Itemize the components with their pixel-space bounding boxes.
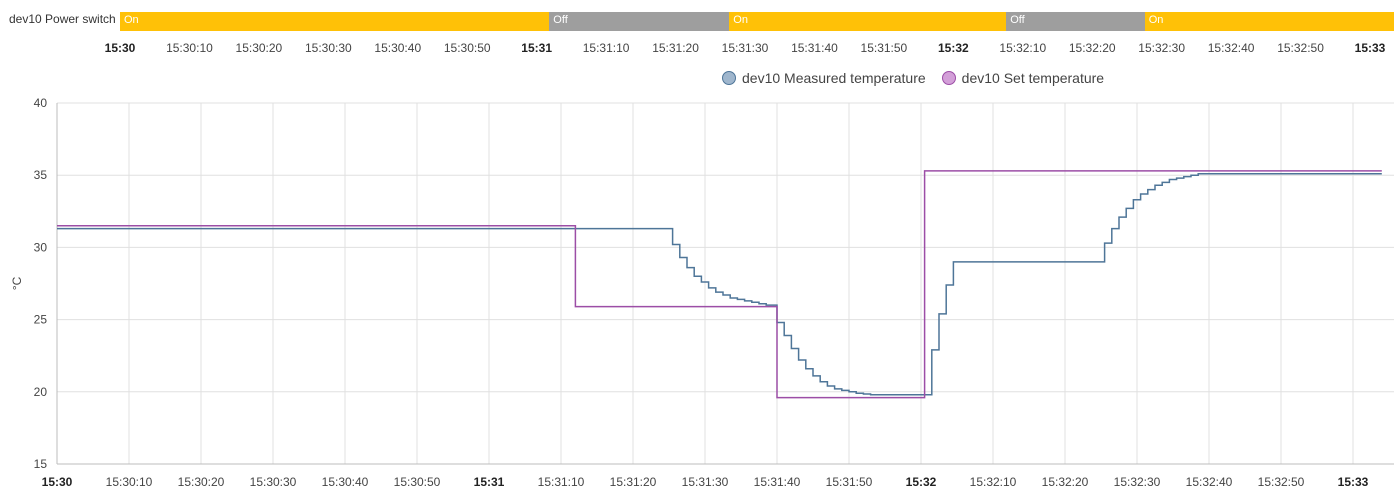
timeline-tick-label: 15:31:10 — [582, 41, 630, 55]
x-tick-label: 15:31:30 — [682, 475, 729, 489]
timeline-tick-label: 15:30 — [104, 41, 136, 55]
x-tick-label: 15:31:40 — [754, 475, 801, 489]
x-tick-label: 15:30:20 — [178, 475, 225, 489]
legend-label-measured: dev10 Measured temperature — [742, 70, 926, 86]
y-tick-label: 40 — [34, 96, 48, 110]
timeline-tick-label: 15:31:50 — [860, 41, 908, 55]
timeline-tick-label: 15:30:30 — [304, 41, 352, 55]
chart-grid — [56, 102, 1394, 465]
x-tick-label: 15:30:30 — [250, 475, 297, 489]
y-tick-label: 35 — [34, 168, 48, 182]
x-tick-label: 15:30 — [42, 475, 73, 489]
x-tick-label: 15:32:50 — [1258, 475, 1305, 489]
timeline-tick-label: 15:32:50 — [1277, 41, 1324, 55]
timeline-tick-label: 15:32:40 — [1207, 41, 1255, 55]
timeline-tick-label: 15:30:50 — [443, 41, 491, 55]
x-tick-label: 15:31:10 — [538, 475, 585, 489]
x-tick-label: 15:32:10 — [970, 475, 1017, 489]
x-tick-label: 15:31 — [474, 475, 505, 489]
timeline-segment-label: On — [1148, 14, 1164, 26]
timeline-segment-off[interactable]: Off — [1006, 12, 1145, 31]
x-tick-label: 15:30:40 — [322, 475, 369, 489]
timeline-tick-label: 15:32:10 — [999, 41, 1047, 55]
temperature-line-chart: 15 20 25 30 35 40 15:30 15:30:10 15:30:20 15:30:3… — [10, 96, 1394, 489]
chart-series — [57, 170, 1382, 399]
legend-label-set: dev10 Set temperature — [961, 70, 1105, 86]
x-tick-label: 15:33 — [1338, 475, 1369, 489]
timeline-segment-label: On — [733, 14, 748, 26]
series-line-measured-temperature[interactable] — [57, 173, 1382, 396]
legend-item-set[interactable]: dev10 Set temperature — [941, 70, 1105, 86]
timeline-tick-label: 15:31:40 — [791, 41, 838, 55]
timeline-tick-label: 15:32:20 — [1068, 41, 1116, 55]
x-tick-label: 15:31:20 — [610, 475, 657, 489]
timeline-tick-label: 15:33 — [1354, 41, 1386, 55]
y-axis-label: °C — [10, 276, 24, 290]
timeline-segment-label: Off — [553, 14, 568, 26]
x-tick-label: 15:32:20 — [1042, 475, 1089, 489]
y-tick-label: 30 — [34, 240, 48, 254]
x-tick-label: 15:30:10 — [106, 475, 153, 489]
timeline-tick-label: 15:31:30 — [721, 41, 769, 55]
timeline-segment-label: Off — [1010, 14, 1025, 26]
timeline-segment-label: On — [124, 14, 139, 26]
timeline-tick-label: 15:30:10 — [166, 41, 213, 55]
x-tick-label: 15:32 — [906, 475, 937, 489]
legend-swatch-set — [941, 71, 956, 85]
timeline-tick-label: 15:32 — [937, 41, 969, 55]
timeline-tick-label: 15:31 — [521, 41, 553, 55]
timeline-tick-label: 15:31:20 — [652, 41, 699, 55]
timeline-tick-label: 15:32:30 — [1138, 41, 1186, 55]
timeline-segment-on[interactable]: On — [729, 12, 1007, 31]
series-line-set-temperature[interactable] — [57, 170, 1382, 399]
y-tick-label: 15 — [34, 457, 48, 471]
y-tick-label: 20 — [34, 385, 48, 399]
timeline-label: dev10 Power switch — [9, 12, 116, 26]
legend-item-measured[interactable]: dev10 Measured temperature — [722, 70, 926, 86]
timeline-segment-off[interactable]: Off — [549, 12, 730, 31]
timeline-tick-label: 15:30:40 — [374, 41, 422, 55]
legend-swatch-measured — [722, 71, 736, 85]
x-tick-label: 15:31:50 — [826, 475, 873, 489]
timeline-segment-on[interactable]: On — [120, 12, 550, 31]
x-tick-label: 15:32:40 — [1186, 475, 1233, 489]
x-tick-label: 15:30:50 — [394, 475, 441, 489]
y-tick-label: 25 — [34, 313, 48, 327]
timeline-tick-label: 15:30:20 — [235, 41, 283, 55]
timeline-segment-on[interactable]: On — [1144, 12, 1394, 31]
x-tick-label: 15:32:30 — [1114, 475, 1161, 489]
chart-legend: dev10 Measured temperature dev10 Set tem… — [722, 69, 1120, 87]
chart-axes: 15 20 25 30 35 40 15:30 15:30:10 15:30:20 15:30:3… — [10, 96, 1394, 489]
power-switch-timeline: dev10 Power switch On Off On Off On 15:30 15:… — [0, 0, 1394, 64]
